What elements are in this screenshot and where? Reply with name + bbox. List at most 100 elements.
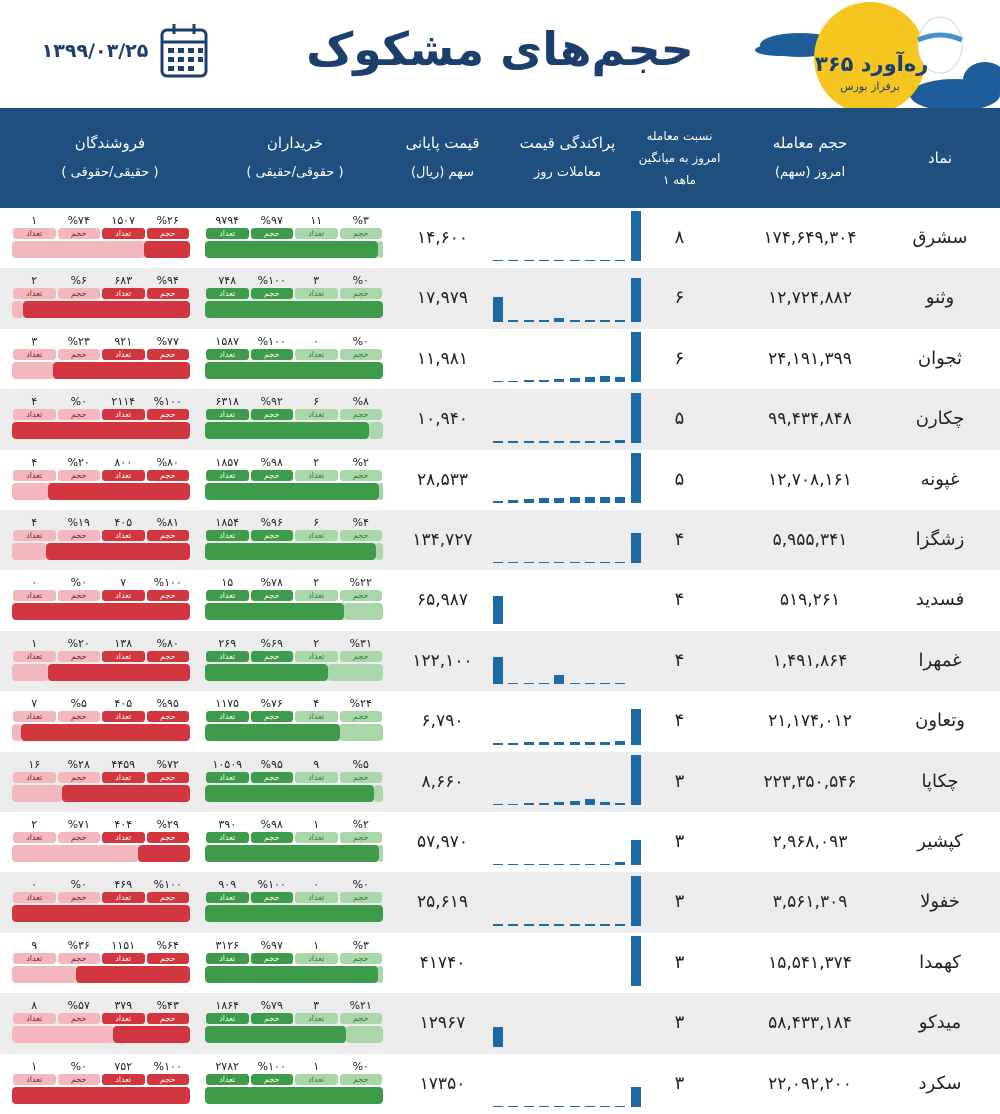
close-price: ۱۷,۹۷۹ — [416, 288, 469, 309]
buyers-label: تعداد — [206, 771, 249, 783]
sellers-label: تعداد — [13, 1013, 56, 1025]
distribution-bar — [523, 803, 534, 805]
buyers-figure: %۹۶ — [260, 516, 283, 529]
column-header: خریداران — [266, 134, 324, 152]
symbol: فسدید — [915, 589, 965, 611]
distribution-bar — [569, 378, 580, 383]
buyers-figure: %۱۰۰ — [257, 1059, 286, 1073]
sellers-figure: ۸۰۰ — [114, 455, 133, 469]
distribution-bar — [538, 320, 549, 322]
sellers-share-bar — [12, 784, 62, 802]
distribution-bar — [600, 497, 611, 503]
distribution-bar — [630, 533, 641, 564]
close-price: ۱۳۴,۷۲۷ — [412, 530, 473, 550]
buyers-figure: ۴ — [313, 697, 320, 711]
buyers-figure: %۷۸ — [260, 576, 283, 590]
sellers-label: تعداد — [102, 288, 145, 300]
symbol: زشگزا — [915, 529, 965, 550]
distribution-bar — [493, 742, 503, 745]
distribution-bar — [493, 259, 503, 262]
distribution-bar — [508, 924, 519, 926]
buyers-figure: %۹۸ — [260, 455, 283, 469]
distribution-bar — [600, 1105, 611, 1107]
close-price: ۶۵,۹۸۷ — [416, 590, 469, 611]
buyers-figure: ۶ — [313, 395, 320, 409]
buyers-figure: %۲۲ — [349, 576, 372, 590]
buyers-label: تعداد — [206, 650, 249, 662]
distribution-bar — [569, 1105, 580, 1107]
distribution-bar — [554, 802, 565, 805]
column-header: ( حقوقی/حقیقی ) — [246, 165, 344, 180]
distribution-bar — [569, 319, 580, 322]
distribution-bar — [569, 682, 580, 685]
close-price: ۲۵,۶۱۹ — [416, 892, 469, 913]
distribution-bar — [584, 441, 595, 443]
distribution-bar — [493, 561, 503, 564]
buyers-label: تعداد — [295, 530, 338, 541]
buyers-share-bar — [205, 603, 344, 621]
sellers-share-bar — [20, 724, 190, 742]
distribution-bar — [630, 392, 641, 443]
buyers-figure: %۰ — [352, 274, 369, 288]
buyers-figure: %۰ — [352, 1059, 369, 1073]
sellers-share-bar — [113, 1026, 190, 1044]
buyers-label: تعداد — [206, 1073, 249, 1085]
sellers-figure: %۵ — [70, 697, 87, 711]
buyers-label: حجم — [250, 650, 293, 662]
column-header: نماد — [927, 149, 953, 167]
sellers-label: حجم — [146, 590, 189, 602]
buyers-label: تعداد — [295, 771, 338, 783]
buyers-figure: %۳ — [352, 938, 369, 952]
close-price: ۱۷۳۵۰ — [419, 1073, 466, 1094]
sellers-figure: %۸۰ — [156, 636, 179, 650]
buyers-label: حجم — [339, 892, 382, 904]
sellers-label: تعداد — [13, 952, 56, 964]
buyers-share-bar — [368, 422, 383, 440]
sellers-share-bar — [12, 1086, 190, 1104]
sellers-share-bar — [12, 663, 48, 681]
buyers-label: حجم — [339, 590, 382, 602]
sellers-share-bar — [12, 301, 23, 319]
sellers-figure: ۴ — [31, 395, 38, 409]
distribution-bar — [615, 319, 626, 322]
distribution-bar — [538, 259, 549, 262]
trade-volume: ۲,۹۶۸,۰۹۳ — [772, 832, 848, 852]
buyers-figure: ۳ — [313, 274, 320, 288]
sellers-label: تعداد — [102, 952, 145, 964]
volume-ratio: ۳ — [674, 1072, 685, 1094]
buyers-label: حجم — [250, 1013, 293, 1025]
column-header: قیمت پایانی — [405, 134, 480, 152]
buyers-label: حجم — [250, 348, 293, 360]
buyers-figure: ۳۹۰ — [218, 818, 237, 831]
buyers-figure: ۲ — [313, 636, 320, 650]
distribution-bar — [493, 380, 503, 383]
symbol: ثجوان — [917, 347, 963, 369]
trade-volume: ۱۵,۵۴۱,۳۷۴ — [768, 952, 852, 973]
distribution-bar — [584, 561, 595, 564]
distribution-bar — [493, 501, 503, 503]
distribution-bar — [508, 1105, 519, 1107]
volume-ratio: ۴ — [674, 710, 685, 732]
sellers-label: حجم — [57, 650, 100, 662]
buyers-label: تعداد — [295, 590, 338, 602]
distribution-bar — [584, 259, 595, 262]
buyers-share-bar — [377, 241, 383, 258]
distribution-bar — [523, 320, 534, 322]
sellers-label: حجم — [146, 1073, 189, 1085]
sellers-share-bar — [143, 241, 190, 258]
symbol: سکرد — [918, 1072, 962, 1094]
date: ۱۳۹۹/۰۳/۲۵ — [41, 40, 149, 62]
buyers-figure: ۳ — [313, 999, 320, 1013]
sellers-figure: ۱ — [31, 1059, 38, 1073]
title: حجم‌های مشکوک — [306, 22, 694, 76]
buyers-share-bar — [205, 784, 375, 802]
buyers-figure: ۶ — [313, 516, 320, 529]
buyers-label: حجم — [339, 650, 382, 662]
logo-name: ره‌آورد ۳۶۵ — [815, 52, 929, 76]
buyers-label: تعداد — [295, 832, 338, 843]
trade-volume: ۲۴,۱۹۱,۳۹۹ — [768, 348, 852, 369]
symbol: وثنو — [925, 287, 955, 309]
volume-ratio: ۴ — [674, 529, 685, 550]
buyers-figure: ۰ — [313, 334, 320, 348]
sellers-figure: ۰ — [31, 878, 38, 892]
